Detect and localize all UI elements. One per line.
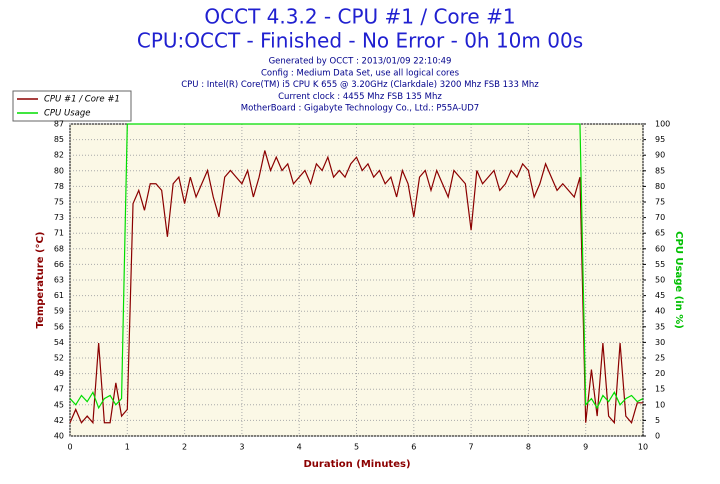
chart-title: OCCT 4.3.2 - CPU #1 / Core #1 xyxy=(204,5,515,29)
y-tick-label: 73 xyxy=(54,213,64,222)
y-tick-label: 87 xyxy=(54,120,64,129)
y-tick-label: 80 xyxy=(54,166,64,175)
x-tick-label: 6 xyxy=(411,443,416,452)
x-tick-label: 10 xyxy=(638,443,648,452)
y-tick-label: 42 xyxy=(54,416,64,425)
y2-tick-label: 55 xyxy=(655,260,665,269)
x-tick-label: 7 xyxy=(469,443,474,452)
y-tick-label: 82 xyxy=(54,151,64,160)
x-axis-label: Duration (Minutes) xyxy=(303,459,410,470)
y-tick-label: 68 xyxy=(54,244,64,253)
y-tick-label: 75 xyxy=(54,198,64,207)
series-line xyxy=(69,123,644,410)
y2-tick-label: 5 xyxy=(655,416,660,425)
y-axis-label: Temperature (°C) xyxy=(35,232,46,329)
y-tick-label: 56 xyxy=(54,322,64,331)
y2-tick-label: 25 xyxy=(655,354,665,363)
y2-tick-label: 80 xyxy=(655,182,665,191)
info-line: MotherBoard : Gigabyte Technology Co., L… xyxy=(241,104,479,114)
info-line: CPU : Intel(R) Core(TM) i5 CPU K 655 @ 3… xyxy=(181,80,539,90)
x-tick-label: 1 xyxy=(125,443,130,452)
y2-tick-label: 45 xyxy=(655,291,665,300)
x-tick-label: 0 xyxy=(67,443,72,452)
y2-tick-label: 0 xyxy=(655,432,660,441)
info-line: Config : Medium Data Set, use all logica… xyxy=(261,68,460,78)
y2-tick-label: 70 xyxy=(655,213,665,222)
series-line xyxy=(69,150,643,425)
y2-tick-label: 95 xyxy=(655,135,665,144)
y-tick-label: 47 xyxy=(54,385,64,394)
y2-tick-label: 85 xyxy=(655,166,665,175)
y2-tick-label: 100 xyxy=(655,120,670,129)
y2-tick-label: 35 xyxy=(655,322,665,331)
y-tick-label: 78 xyxy=(54,182,64,191)
y2-tick-label: 65 xyxy=(655,229,665,238)
y-tick-label: 54 xyxy=(54,338,64,347)
x-tick-label: 2 xyxy=(182,443,187,452)
y-tick-label: 45 xyxy=(54,400,64,409)
chart-subtitle: CPU:OCCT - Finished - No Error - 0h 10m … xyxy=(137,29,583,53)
y2-tick-label: 60 xyxy=(655,244,665,253)
y-tick-label: 59 xyxy=(54,307,64,316)
y-tick-label: 63 xyxy=(54,276,64,285)
x-tick-label: 3 xyxy=(239,443,244,452)
y2-axis-label: CPU Usage (in %) xyxy=(673,231,684,329)
x-tick-label: 9 xyxy=(583,443,588,452)
legend-label: CPU Usage xyxy=(44,109,90,119)
y-tick-label: 61 xyxy=(54,291,64,300)
legend xyxy=(12,90,132,122)
y-tick-label: 85 xyxy=(54,135,64,144)
y-tick-label: 66 xyxy=(54,260,64,269)
y2-tick-label: 15 xyxy=(655,385,665,394)
y2-tick-label: 30 xyxy=(655,338,665,347)
y2-tick-label: 10 xyxy=(655,400,665,409)
y2-tick-label: 40 xyxy=(655,307,665,316)
y-tick-label: 40 xyxy=(54,432,64,441)
y-tick-label: 49 xyxy=(54,369,64,378)
y2-tick-label: 50 xyxy=(655,276,665,285)
legend-label: CPU #1 / Core #1 xyxy=(44,95,120,105)
x-tick-label: 5 xyxy=(354,443,359,452)
x-tick-label: 4 xyxy=(297,443,302,452)
x-tick-label: 8 xyxy=(526,443,531,452)
info-line: Current clock : 4455 Mhz FSB 135 Mhz xyxy=(278,92,442,102)
y2-tick-label: 20 xyxy=(655,369,665,378)
info-line: Generated by OCCT : 2013/01/09 22:10:49 xyxy=(269,57,452,67)
y2-tick-label: 90 xyxy=(655,151,665,160)
y-tick-label: 71 xyxy=(54,229,64,238)
y2-tick-label: 75 xyxy=(655,198,665,207)
y-tick-label: 52 xyxy=(54,354,64,363)
